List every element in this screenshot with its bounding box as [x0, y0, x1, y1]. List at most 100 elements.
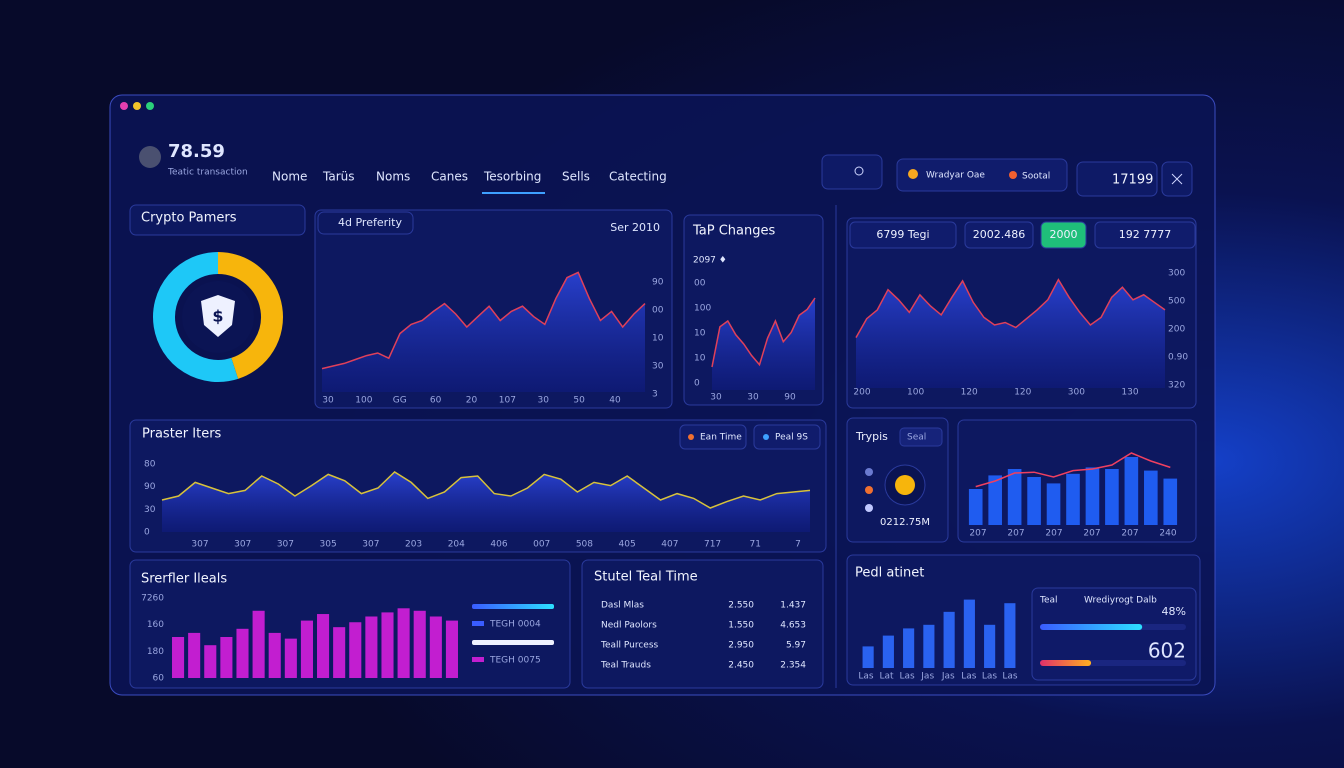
label: $	[212, 307, 223, 326]
label: Wradyar Oae	[926, 171, 985, 181]
label: 1.550	[728, 621, 754, 631]
line	[711, 297, 816, 368]
nav-item[interactable]: Tesorbing	[483, 170, 541, 184]
nav-item[interactable]: Canes	[431, 170, 468, 184]
label: 307	[191, 540, 208, 550]
label: 406	[490, 540, 507, 550]
select[interactable]	[899, 427, 943, 447]
label: Pedl atinet	[855, 566, 924, 581]
label: Wrediyrogt Dalb	[1084, 596, 1157, 606]
legend-bar	[472, 640, 554, 645]
label: 240	[1159, 529, 1176, 539]
bar	[923, 624, 935, 668]
label: 203	[405, 540, 422, 550]
label: 305	[320, 540, 337, 550]
label: 007	[533, 540, 550, 550]
bar	[236, 628, 249, 678]
label: 30	[710, 393, 722, 403]
label: Ean Time	[700, 433, 742, 443]
label: 10	[652, 334, 664, 344]
bar	[284, 638, 297, 678]
label: 3	[652, 390, 658, 400]
label: 0212.75M	[880, 517, 930, 528]
label: 407	[661, 540, 678, 550]
search[interactable]	[821, 154, 883, 190]
label: Jas	[920, 672, 934, 682]
bar	[333, 627, 346, 678]
label: Las	[961, 672, 977, 682]
item-icon	[865, 504, 873, 512]
label: 2.950	[728, 641, 754, 651]
label: 320	[1168, 381, 1185, 391]
bar	[1066, 473, 1080, 525]
bar	[1144, 470, 1158, 525]
bar	[381, 612, 394, 678]
label: 200	[853, 388, 870, 398]
label: 2.550	[728, 601, 754, 611]
label: Dasl Mlas	[601, 601, 644, 611]
chip	[1040, 221, 1087, 249]
bar	[268, 632, 281, 678]
coin-inner	[895, 475, 915, 495]
label: 207	[1121, 529, 1138, 539]
label: 602	[1148, 639, 1186, 663]
label: 90	[784, 393, 796, 403]
bar	[903, 628, 915, 668]
label: Seal	[907, 433, 926, 443]
label: 307	[277, 540, 294, 550]
label: 10	[694, 354, 706, 364]
label: 207	[1007, 529, 1024, 539]
bar	[1085, 467, 1100, 525]
chip	[964, 221, 1034, 249]
label: 2002.486	[973, 228, 1026, 241]
nav-item[interactable]: Nome	[272, 170, 307, 184]
label: 30	[538, 396, 550, 406]
header-value: 78.59	[168, 141, 225, 162]
label: Sootal	[1022, 172, 1050, 182]
label: Las	[858, 672, 874, 682]
bar	[963, 599, 975, 668]
item-icon	[865, 468, 873, 476]
label: 00	[652, 306, 664, 316]
label: 90	[652, 278, 664, 288]
label: TaP Changes	[692, 224, 775, 239]
donut-slice	[153, 252, 239, 382]
nav-item[interactable]: Tarüs	[322, 170, 355, 184]
balance: 17199	[1112, 173, 1153, 188]
nav-item[interactable]: Catecting	[609, 170, 667, 184]
label: 7260	[141, 594, 164, 604]
nav-item[interactable]: Sells	[562, 170, 590, 184]
area	[856, 279, 1165, 388]
bar	[1046, 483, 1061, 525]
line	[321, 271, 646, 370]
label: 0	[144, 528, 150, 538]
label: 50	[573, 396, 585, 406]
title-box	[129, 204, 306, 236]
dot	[146, 102, 154, 110]
bar	[984, 624, 996, 668]
avatar	[139, 146, 161, 168]
legend-swatch	[472, 621, 484, 626]
nav-item[interactable]: Noms	[376, 170, 410, 184]
label: 2.450	[728, 661, 754, 671]
label: 207	[1045, 529, 1062, 539]
label: 30	[322, 396, 334, 406]
bar	[445, 620, 458, 678]
label: 207	[1083, 529, 1100, 539]
legend-swatch	[472, 657, 484, 662]
dot	[120, 102, 128, 110]
label: Las	[900, 672, 916, 682]
area	[712, 298, 815, 390]
line	[161, 471, 811, 509]
bar	[204, 645, 217, 678]
label: 307	[362, 540, 379, 550]
label: 2.354	[780, 661, 806, 671]
label: 10	[694, 329, 706, 339]
label: 192 7777	[1119, 228, 1172, 241]
bar	[1105, 469, 1119, 525]
bar	[252, 610, 265, 678]
chip	[849, 221, 957, 249]
dot	[133, 102, 141, 110]
label: Stutel Teal Time	[594, 570, 698, 585]
label: TEGH 0004	[489, 620, 541, 630]
